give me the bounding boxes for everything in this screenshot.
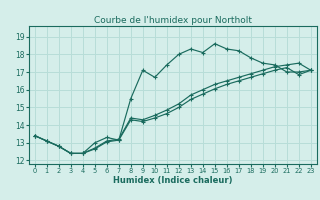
X-axis label: Humidex (Indice chaleur): Humidex (Indice chaleur) <box>113 176 233 185</box>
Title: Courbe de l'humidex pour Northolt: Courbe de l'humidex pour Northolt <box>94 16 252 25</box>
